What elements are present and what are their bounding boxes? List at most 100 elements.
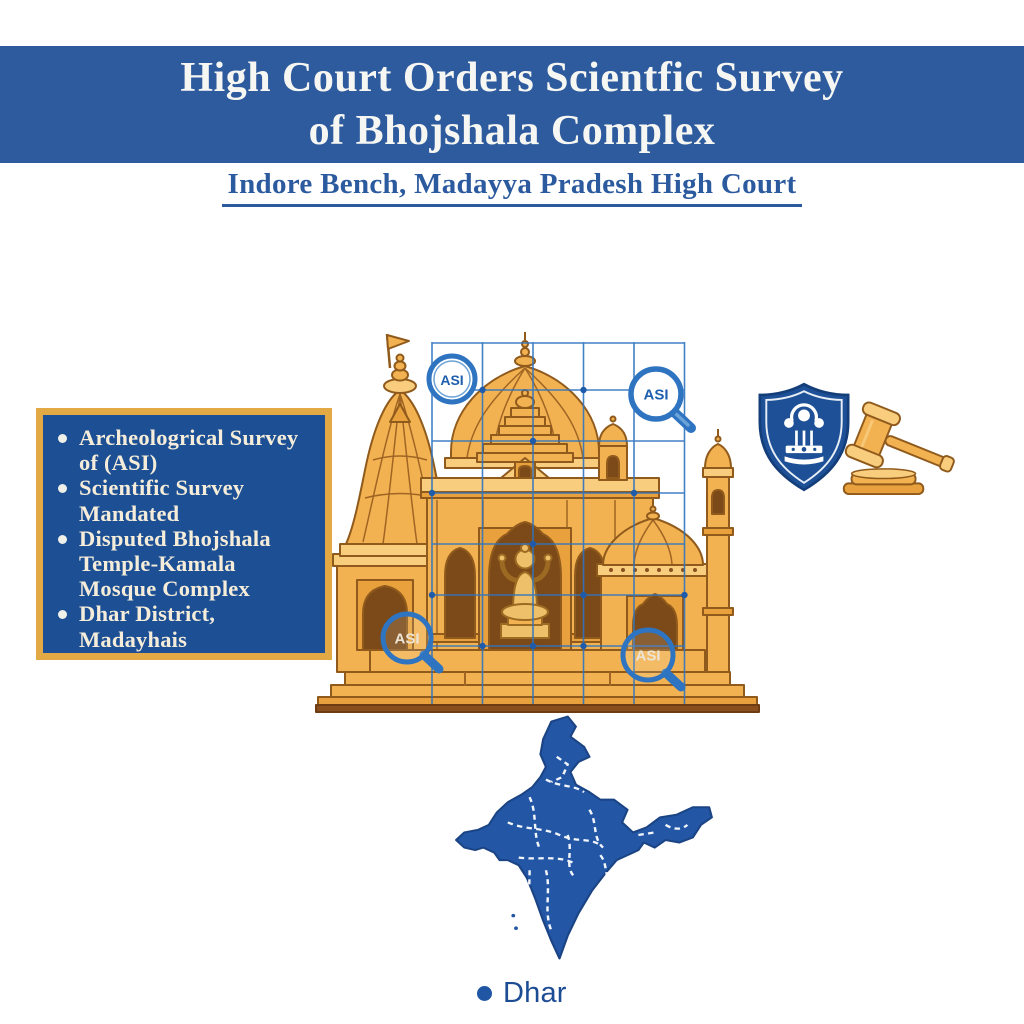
handle bbox=[661, 668, 686, 692]
tier bbox=[482, 443, 568, 454]
state-border bbox=[518, 856, 574, 864]
bullet-dot-icon bbox=[58, 434, 67, 443]
mosque-finial bbox=[646, 511, 660, 521]
shikhara-band bbox=[372, 455, 428, 461]
list-item: Disputed Bhojshala Temple-Kamala Mosque … bbox=[55, 526, 317, 602]
mosque-finial bbox=[649, 505, 657, 513]
list-item: Archeologrical Survey of (ASI) bbox=[55, 425, 317, 475]
gavel-parts bbox=[842, 401, 955, 496]
statue-legs bbox=[501, 603, 549, 621]
kiosk-finial bbox=[609, 415, 617, 423]
abacus-motif bbox=[813, 447, 817, 451]
side-arch-left bbox=[444, 547, 476, 639]
island-dot bbox=[514, 926, 518, 930]
lens bbox=[628, 366, 684, 422]
grid-node bbox=[479, 642, 486, 650]
page-title-line2: of Bhojshala Complex bbox=[308, 107, 716, 154]
base-bar bbox=[315, 704, 760, 713]
dot bbox=[609, 568, 613, 572]
asi-label: ASI bbox=[440, 372, 463, 388]
mosque-dome bbox=[602, 517, 704, 566]
statue-hand bbox=[497, 553, 507, 563]
lotus-base bbox=[784, 456, 824, 465]
lens bbox=[426, 353, 478, 405]
minaret-dome bbox=[704, 443, 732, 469]
grid-node bbox=[479, 386, 486, 394]
lion-head-center bbox=[798, 409, 810, 422]
lion-head-right bbox=[814, 418, 824, 428]
list-item-text: Disputed Bhojshala Temple-Kamala Mosque … bbox=[79, 525, 271, 602]
statue-hand bbox=[543, 553, 553, 563]
grid-node bbox=[580, 591, 587, 599]
state-border bbox=[545, 778, 585, 794]
minaret-window bbox=[711, 489, 725, 515]
india-outline bbox=[455, 715, 713, 960]
state-border bbox=[638, 831, 655, 837]
gavel-head-cap-bottom bbox=[844, 443, 884, 469]
dot bbox=[669, 568, 673, 572]
dot bbox=[621, 568, 625, 572]
list-item-text: Scientific Survey Mandated bbox=[79, 475, 245, 526]
state-border bbox=[566, 834, 575, 876]
sound-block-face bbox=[850, 468, 917, 480]
tier bbox=[510, 407, 540, 418]
india-map bbox=[455, 715, 713, 960]
asi-magnifier-icon: ASI bbox=[628, 366, 696, 433]
dot bbox=[657, 568, 661, 572]
grid-node bbox=[529, 540, 537, 548]
grid-node bbox=[428, 489, 436, 497]
temple-mosque-complex-illustration: ASI ASI ASI ASI bbox=[315, 332, 760, 713]
gavel-head-and-handle bbox=[844, 401, 955, 473]
bullet-dot-icon bbox=[58, 610, 67, 620]
dhar-label-row: Dhar bbox=[477, 977, 567, 1010]
grid-node bbox=[529, 642, 537, 650]
dome-rib bbox=[524, 367, 584, 459]
lion-capital bbox=[784, 403, 824, 465]
deity-statue bbox=[497, 543, 553, 639]
temple-structures bbox=[315, 332, 760, 713]
grid-node bbox=[529, 437, 537, 445]
minaret-ring bbox=[702, 527, 734, 536]
dome-finial bbox=[520, 347, 530, 357]
tiered-pavilion bbox=[476, 389, 574, 479]
minaret-ring bbox=[702, 607, 734, 616]
lion-mane bbox=[790, 403, 818, 422]
tier bbox=[498, 425, 552, 436]
shikhara-rib bbox=[362, 393, 401, 543]
finial-ball bbox=[393, 360, 407, 372]
lion-head-left bbox=[784, 418, 794, 428]
key-facts-box: Archeologrical Survey of (ASI) Scientifi… bbox=[36, 408, 332, 660]
key-facts-list: Archeologrical Survey of (ASI) Scientifi… bbox=[55, 425, 317, 652]
dome-finial bbox=[514, 355, 536, 367]
statue-topknot bbox=[520, 543, 530, 553]
grid-node bbox=[428, 591, 436, 599]
head-shine bbox=[860, 419, 874, 448]
dome-finial bbox=[521, 340, 529, 348]
shield-inner-border bbox=[765, 390, 843, 484]
minaret bbox=[702, 429, 734, 673]
asi-label: ASI bbox=[394, 631, 419, 648]
pavilion-finial bbox=[521, 389, 529, 397]
statue-torso bbox=[512, 571, 538, 611]
gavel-handle bbox=[884, 435, 947, 468]
main-hall-molding bbox=[420, 491, 660, 499]
grid-nodes bbox=[428, 386, 688, 650]
lens bbox=[620, 627, 676, 683]
statue-arm bbox=[499, 558, 518, 583]
dharma-chakra bbox=[801, 447, 807, 452]
state-border bbox=[527, 870, 534, 921]
state-border bbox=[507, 821, 602, 846]
location-dot-icon bbox=[477, 986, 492, 1001]
subtitle: Indore Bench, Madayya Pradesh High Court bbox=[221, 168, 803, 207]
subtitle-row: Indore Bench, Madayya Pradesh High Court bbox=[0, 168, 1024, 207]
minaret-finial bbox=[714, 435, 722, 443]
grid-node bbox=[580, 386, 587, 394]
lens bbox=[380, 611, 434, 665]
chaitya-motif bbox=[389, 403, 411, 423]
list-item-text: Archeologrical Survey of (ASI) bbox=[79, 425, 299, 476]
tier bbox=[490, 434, 560, 445]
handle-end-cap bbox=[939, 455, 955, 473]
list-item: Scientific Survey Mandated bbox=[55, 475, 317, 526]
ashoka-capital-shield-icon bbox=[758, 382, 850, 492]
